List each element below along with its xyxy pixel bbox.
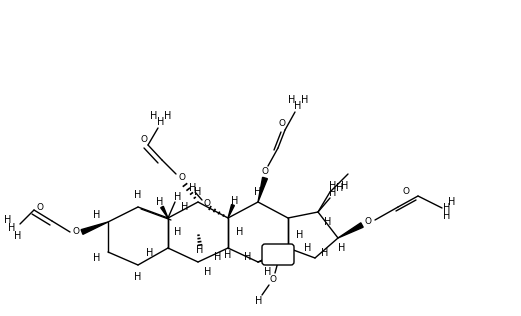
Text: H: H bbox=[175, 192, 182, 202]
FancyBboxPatch shape bbox=[262, 244, 294, 265]
Text: H: H bbox=[214, 252, 222, 262]
Text: H: H bbox=[284, 250, 292, 260]
Text: H: H bbox=[134, 190, 142, 200]
Text: H: H bbox=[225, 250, 232, 260]
Polygon shape bbox=[338, 223, 363, 238]
Text: H: H bbox=[164, 111, 172, 121]
Polygon shape bbox=[258, 177, 267, 202]
Text: H: H bbox=[244, 252, 252, 262]
Text: O: O bbox=[269, 275, 277, 283]
Text: H: H bbox=[254, 187, 262, 197]
Text: O: O bbox=[365, 216, 371, 226]
Text: H: H bbox=[324, 217, 332, 227]
Text: H: H bbox=[231, 196, 239, 206]
Text: O: O bbox=[72, 228, 80, 236]
Polygon shape bbox=[228, 204, 234, 218]
Text: H: H bbox=[146, 248, 154, 258]
Text: O: O bbox=[179, 173, 185, 183]
Text: H: H bbox=[4, 215, 11, 225]
Text: H: H bbox=[448, 197, 456, 207]
Text: H: H bbox=[181, 202, 189, 212]
Text: H: H bbox=[443, 203, 451, 213]
Text: H: H bbox=[288, 95, 296, 105]
Text: H: H bbox=[196, 245, 204, 255]
Text: H: H bbox=[14, 231, 22, 241]
Text: H: H bbox=[93, 210, 101, 220]
Polygon shape bbox=[160, 206, 168, 218]
Text: H: H bbox=[301, 95, 308, 105]
Text: O: O bbox=[275, 251, 281, 259]
Text: H: H bbox=[296, 230, 304, 240]
Text: H: H bbox=[189, 183, 197, 193]
Text: H: H bbox=[338, 243, 346, 253]
Text: O: O bbox=[279, 119, 286, 129]
Text: H: H bbox=[134, 272, 142, 282]
Text: H: H bbox=[443, 211, 451, 221]
Text: H: H bbox=[337, 183, 344, 193]
Text: H: H bbox=[194, 187, 202, 197]
Text: H: H bbox=[329, 188, 337, 198]
Text: O: O bbox=[262, 167, 268, 177]
Text: H: H bbox=[93, 253, 101, 263]
Text: H: H bbox=[237, 227, 244, 237]
Text: H: H bbox=[321, 248, 329, 258]
Text: H: H bbox=[264, 267, 271, 277]
Text: H: H bbox=[294, 101, 302, 111]
Text: O: O bbox=[36, 203, 43, 211]
Text: O: O bbox=[204, 198, 210, 208]
Text: O: O bbox=[403, 187, 410, 197]
Text: H: H bbox=[255, 296, 263, 306]
Text: H: H bbox=[204, 267, 212, 277]
Text: H: H bbox=[341, 181, 349, 191]
Text: H: H bbox=[151, 111, 158, 121]
Text: H: H bbox=[175, 227, 182, 237]
Text: H: H bbox=[304, 243, 312, 253]
Text: H: H bbox=[329, 181, 337, 191]
Text: H: H bbox=[157, 117, 165, 127]
Text: O: O bbox=[141, 136, 147, 144]
Text: H: H bbox=[156, 197, 164, 207]
Text: H: H bbox=[8, 223, 16, 233]
Polygon shape bbox=[81, 222, 108, 234]
